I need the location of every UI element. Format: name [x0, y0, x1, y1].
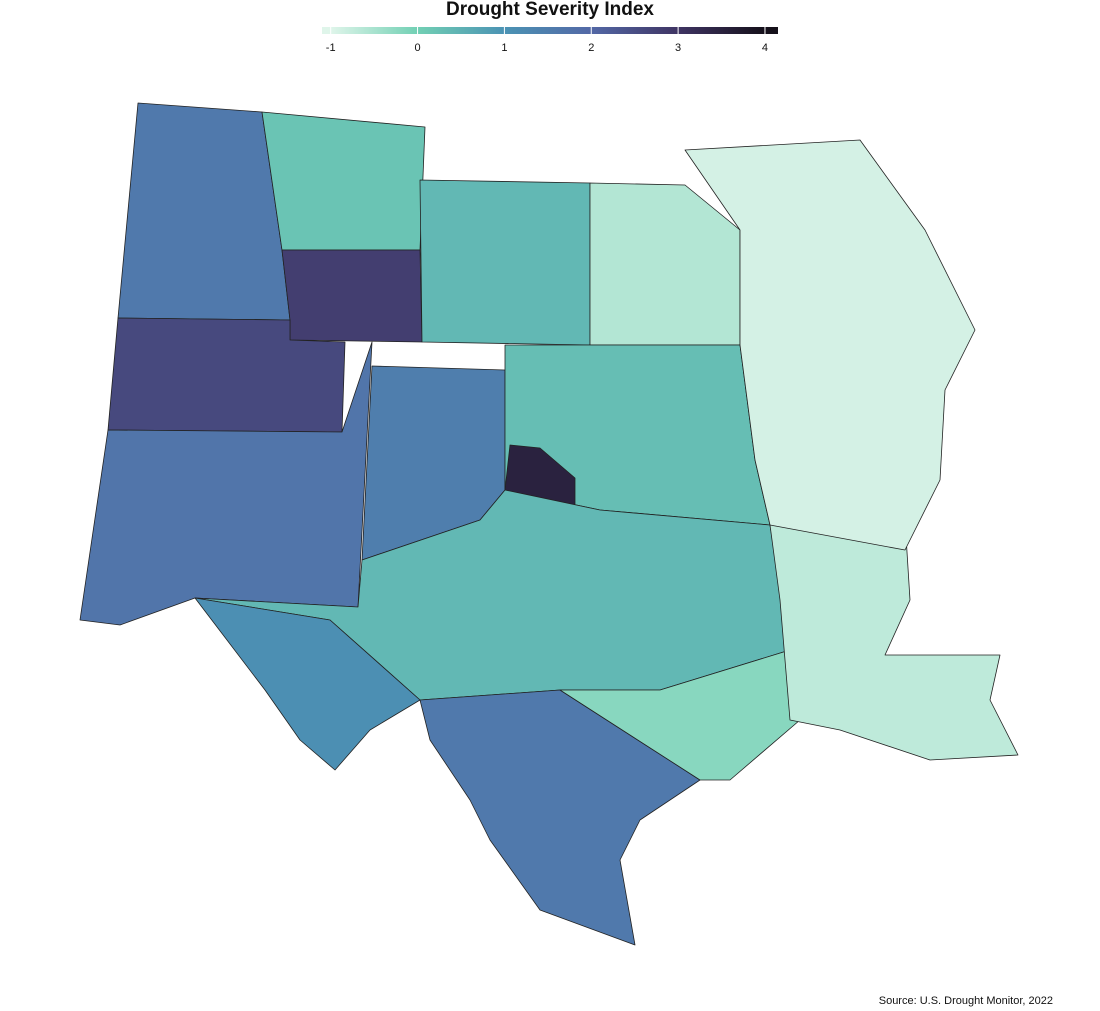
map-region — [117, 102, 291, 321]
colorbar-tick-label: 3 — [675, 42, 681, 54]
map-title: Drought Severity Index — [446, 0, 654, 20]
source-note: Source: U.S. Drought Monitor, 2022 — [879, 995, 1053, 1007]
colorbar-tick-label: 0 — [414, 42, 420, 54]
colorbar — [322, 27, 778, 34]
colorbar-tick-label: 2 — [588, 42, 594, 54]
map-region — [769, 519, 1019, 761]
colorbar-tick-label: 4 — [762, 42, 768, 54]
map-region — [281, 249, 423, 343]
colorbar-tick-label: -1 — [326, 42, 336, 54]
map-region — [261, 111, 426, 251]
map-region — [589, 182, 741, 346]
map-region — [419, 179, 591, 346]
map-region — [684, 139, 976, 551]
colorbar-tick-label: 1 — [501, 42, 507, 54]
map-region — [194, 597, 421, 771]
